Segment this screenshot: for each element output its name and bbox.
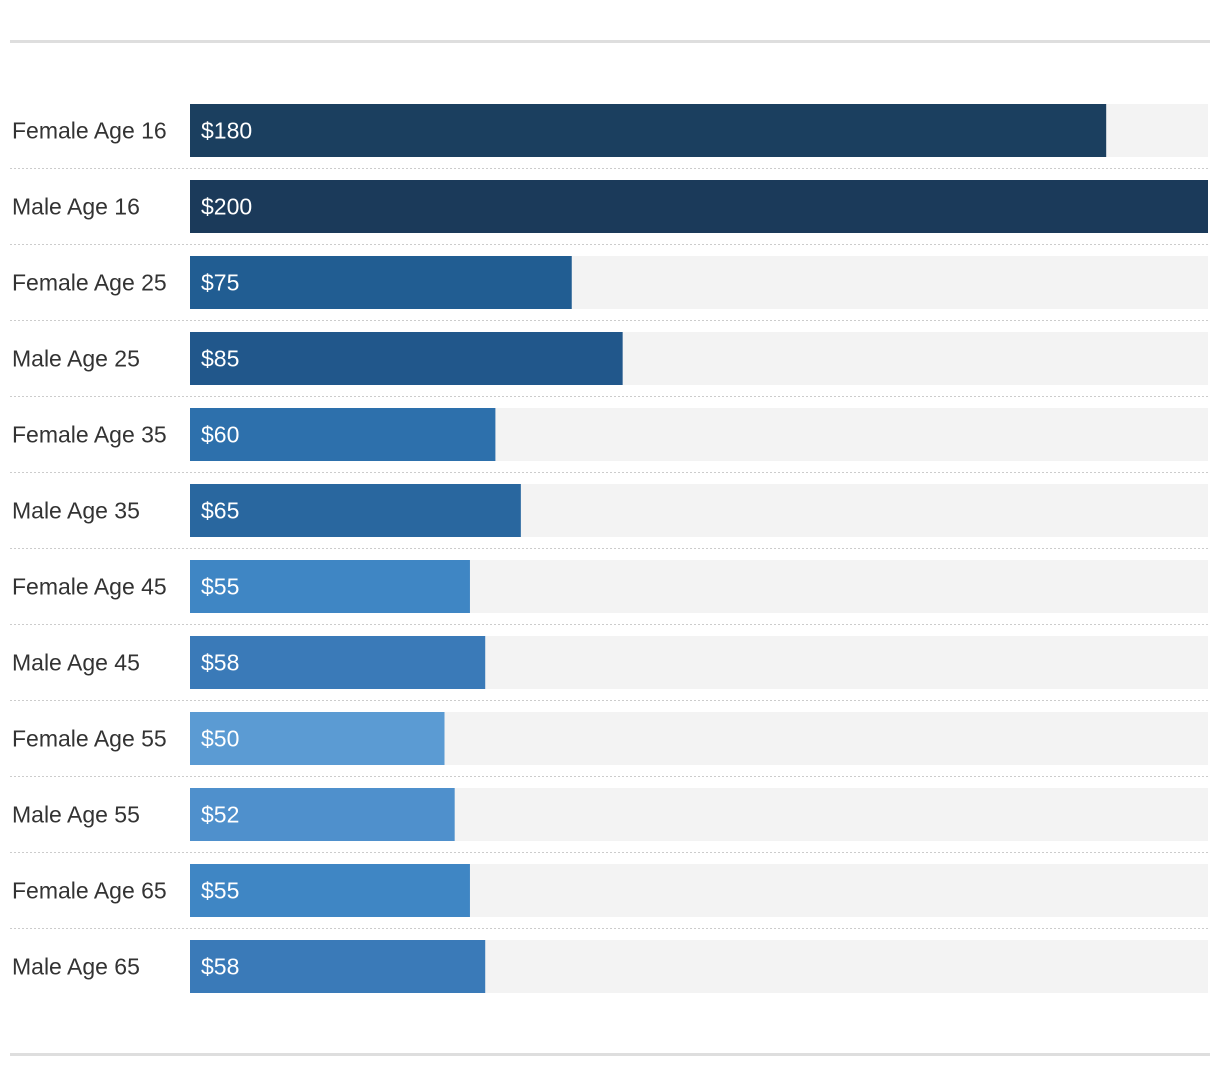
bar xyxy=(190,560,470,613)
bar xyxy=(190,940,486,993)
category-label: Female Age 16 xyxy=(12,118,167,144)
value-label: $200 xyxy=(201,194,252,220)
category-label: Male Age 65 xyxy=(12,954,140,980)
category-label: Female Age 25 xyxy=(12,270,167,296)
value-label: $50 xyxy=(201,726,239,752)
bar xyxy=(190,408,496,461)
bar xyxy=(190,712,445,765)
bar xyxy=(190,256,572,309)
category-label: Female Age 45 xyxy=(12,574,167,600)
category-label: Female Age 65 xyxy=(12,878,167,904)
category-label: Male Age 35 xyxy=(12,498,140,524)
value-label: $75 xyxy=(201,270,239,296)
bar xyxy=(190,636,486,689)
value-label: $52 xyxy=(201,802,239,828)
category-label: Male Age 45 xyxy=(12,650,140,676)
value-label: $55 xyxy=(201,574,239,600)
category-label: Female Age 55 xyxy=(12,726,167,752)
value-label: $65 xyxy=(201,498,239,524)
bar xyxy=(190,104,1107,157)
category-label: Male Age 16 xyxy=(12,194,140,220)
bottom-rule xyxy=(10,1053,1210,1056)
value-label: $180 xyxy=(201,118,252,144)
top-rule xyxy=(10,40,1210,43)
value-label: $58 xyxy=(201,954,239,980)
category-label: Male Age 55 xyxy=(12,802,140,828)
value-label: $58 xyxy=(201,650,239,676)
bar xyxy=(190,788,455,841)
bar xyxy=(190,484,521,537)
bar xyxy=(190,332,623,385)
category-label: Male Age 25 xyxy=(12,346,140,372)
value-label: $55 xyxy=(201,878,239,904)
bar xyxy=(190,180,1208,233)
bar xyxy=(190,864,470,917)
value-label: $60 xyxy=(201,422,239,448)
category-label: Female Age 35 xyxy=(12,422,167,448)
value-label: $85 xyxy=(201,346,239,372)
